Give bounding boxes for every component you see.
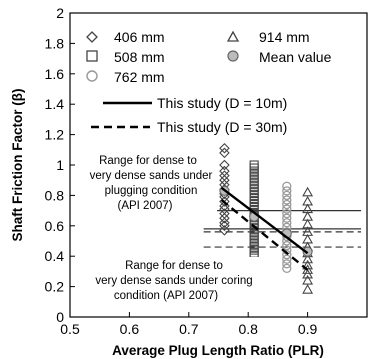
legend-mean-icon bbox=[227, 50, 239, 62]
y-tick-label: 1.8 bbox=[45, 35, 65, 51]
axis-ticks: 0.5 0.6 0.7 0.8 0.9 0 0.2 0.4 0.6 0.8 1 1.2 1.4 1.6 1.… bbox=[45, 5, 368, 337]
data-points bbox=[219, 143, 314, 294]
legend-diamond-icon bbox=[86, 31, 98, 43]
annotation-coring-line2: very dense sands under coring bbox=[95, 275, 252, 287]
point-762-mm bbox=[282, 254, 292, 264]
annotations: Range for dense to very dense sands unde… bbox=[80, 152, 262, 306]
point-406-mm bbox=[219, 217, 230, 229]
x-tick-label: 0.6 bbox=[120, 321, 140, 337]
x-axis-label: Average Plug Length Ratio (PLR) bbox=[112, 343, 324, 358]
point-406-mm bbox=[219, 143, 230, 154]
study-line-dashed bbox=[220, 199, 309, 271]
y-tick-label: 1.2 bbox=[45, 127, 65, 143]
point-762-mm bbox=[282, 186, 292, 196]
y-tick-label: 0.4 bbox=[45, 248, 65, 264]
annotation-plugging-line3: plugging condition bbox=[105, 185, 198, 197]
annotation-plugging-line2: very dense sands under bbox=[90, 170, 213, 182]
point-914-mm bbox=[302, 253, 314, 264]
legend-square-icon bbox=[86, 50, 98, 62]
study-lines bbox=[220, 186, 309, 271]
x-tick-label: 0.5 bbox=[60, 321, 80, 337]
legend-914: 914 mm bbox=[259, 29, 310, 45]
point-762-mm bbox=[282, 181, 292, 191]
legend-circle-icon bbox=[86, 70, 98, 82]
legend-762: 762 mm bbox=[114, 69, 165, 85]
point-762-mm bbox=[282, 195, 292, 205]
point-406-mm bbox=[219, 147, 230, 159]
annotation-plugging-line4: (API 2007) bbox=[118, 200, 173, 212]
y-tick-label: 0.6 bbox=[45, 218, 65, 234]
x-tick-label: 0.9 bbox=[298, 321, 318, 337]
point-406-mm bbox=[219, 212, 230, 224]
y-tick-label: 0.8 bbox=[45, 187, 65, 203]
x-tick-label: 0.7 bbox=[179, 321, 199, 337]
legend-d10: This study (D = 10m) bbox=[157, 95, 287, 111]
annotation-coring-line3: condition (API 2007) bbox=[114, 290, 218, 302]
point-914-mm bbox=[302, 284, 314, 294]
legend: 406 mm 914 mm 508 mm Mean value 762 mm T… bbox=[86, 29, 332, 135]
plot-frame bbox=[69, 12, 368, 318]
point-762-mm bbox=[282, 208, 292, 219]
point-762-mm bbox=[282, 190, 292, 201]
y-tick-label: 1.6 bbox=[45, 66, 65, 82]
point-762-mm bbox=[282, 250, 292, 260]
annotation-coring-line1: Range for dense to bbox=[125, 260, 223, 272]
point-762-mm bbox=[282, 199, 292, 210]
point-406-mm bbox=[219, 159, 230, 171]
legend-mean: Mean value bbox=[259, 49, 332, 65]
point-406-mm bbox=[219, 220, 230, 232]
y-tick-label: 1 bbox=[56, 157, 64, 173]
study-line-solid bbox=[220, 186, 309, 255]
y-tick-label: 0 bbox=[56, 309, 64, 325]
point-762-mm bbox=[282, 240, 292, 251]
point-762-mm bbox=[282, 213, 292, 223]
legend-triangle-icon bbox=[226, 30, 240, 42]
legend-d30: This study (D = 30m) bbox=[157, 119, 287, 135]
point-762-mm bbox=[282, 204, 292, 214]
x-tick-label: 0.8 bbox=[238, 321, 258, 337]
point-762-mm bbox=[282, 259, 292, 269]
point-762-mm bbox=[282, 263, 292, 274]
annotation-plugging-line1: Range for dense to bbox=[99, 155, 197, 167]
legend-406: 406 mm bbox=[114, 29, 165, 45]
point-914-mm bbox=[302, 268, 314, 279]
point-406-mm bbox=[219, 225, 230, 236]
y-tick-label: 2 bbox=[56, 5, 64, 21]
annotation-coring-bg bbox=[86, 257, 262, 306]
point-762-mm bbox=[282, 218, 292, 228]
point-406-mm bbox=[219, 196, 230, 207]
legend-508: 508 mm bbox=[114, 49, 165, 65]
annotation-plugging-bg bbox=[80, 152, 217, 212]
y-axis-label: Shaft Friction Factor (β) bbox=[10, 89, 25, 242]
y-tick-label: 0.2 bbox=[45, 279, 65, 295]
point-mean-value bbox=[302, 246, 313, 257]
y-tick-label: 1.4 bbox=[45, 96, 65, 112]
